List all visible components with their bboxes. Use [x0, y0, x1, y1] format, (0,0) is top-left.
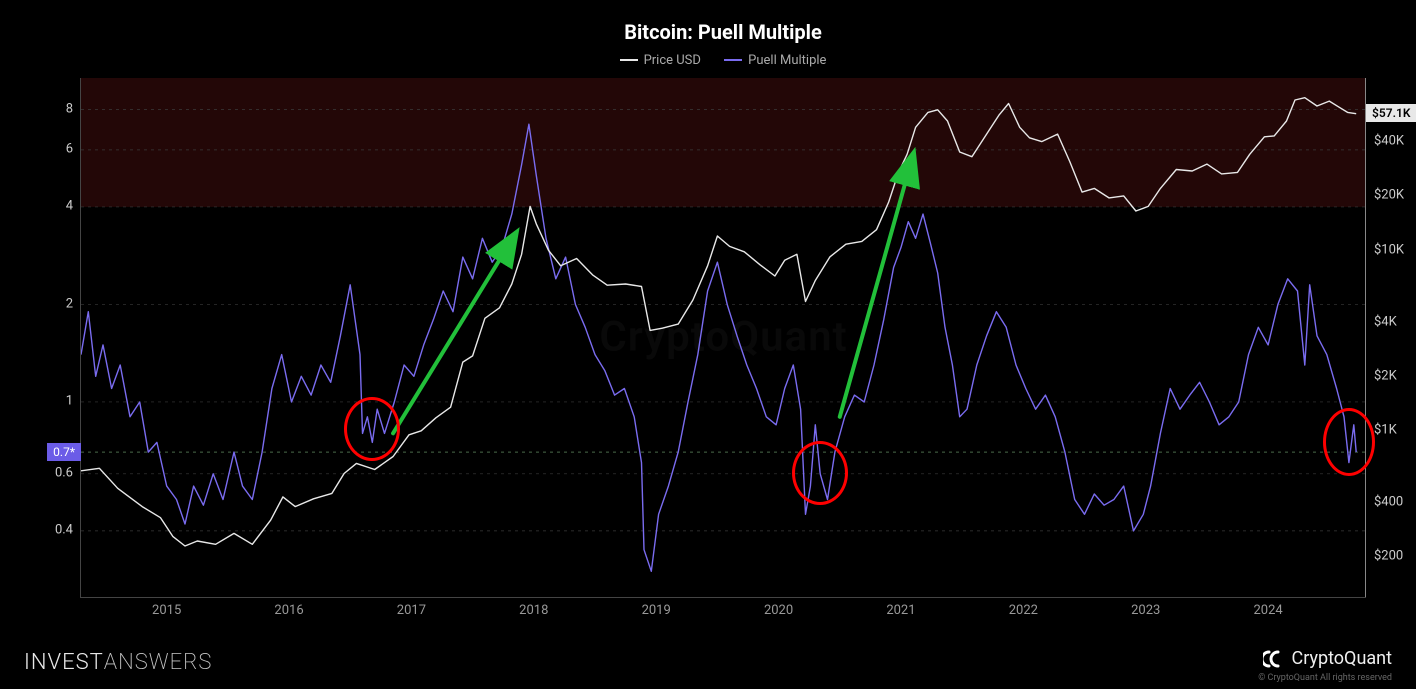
brand-left-bold: INVEST — [24, 650, 104, 675]
chart-legend: Price USD Puell Multiple — [80, 50, 1366, 68]
y-left-tick: 2 — [66, 296, 81, 311]
x-tick: 2024 — [1253, 597, 1282, 618]
brand-right-text: CryptoQuant — [1291, 648, 1392, 669]
x-tick: 2016 — [274, 597, 303, 618]
brand-investanswers: INVESTANSWERS — [24, 650, 212, 675]
plot-area: CryptoQuant 0.40.612468$200$400$1K$2K$4K… — [80, 78, 1366, 598]
y-right-tick: $4K — [1366, 314, 1397, 329]
legend-swatch-price — [620, 59, 638, 61]
x-tick: 2019 — [642, 597, 671, 618]
chart-title: Bitcoin: Puell Multiple — [80, 20, 1366, 44]
y-left-tick: 0.6 — [55, 466, 81, 481]
y-right-tick: $1K — [1366, 423, 1397, 438]
x-tick: 2022 — [1009, 597, 1038, 618]
chart-container: Bitcoin: Puell Multiple Price USD Puell … — [80, 20, 1366, 639]
y-right-tick: $200 — [1366, 549, 1403, 564]
cryptoquant-logo-icon — [1263, 650, 1285, 668]
x-tick: 2023 — [1131, 597, 1160, 618]
y-right-tick: $10K — [1366, 242, 1404, 257]
legend-label-puell: Puell Multiple — [748, 53, 826, 68]
y-left-tick: 0.4 — [55, 523, 81, 538]
y-right-tick: $40K — [1366, 134, 1404, 149]
current-puell-badge: 0.7* — [47, 443, 81, 461]
current-price-badge: $57.1K — [1366, 104, 1416, 122]
y-right-tick: $20K — [1366, 188, 1404, 203]
x-tick: 2018 — [519, 597, 548, 618]
legend-label-price: Price USD — [644, 53, 701, 68]
y-right-tick: $400 — [1366, 495, 1403, 510]
legend-puell: Puell Multiple — [724, 53, 826, 68]
x-tick: 2020 — [764, 597, 793, 618]
legend-swatch-puell — [724, 59, 742, 61]
plot-svg — [81, 78, 1366, 597]
legend-price: Price USD — [620, 53, 701, 68]
brand-cryptoquant: CryptoQuant — [1263, 648, 1392, 669]
brand-left-light: ANSWERS — [104, 650, 213, 675]
y-left-tick: 4 — [66, 199, 81, 214]
y-right-tick: $2K — [1366, 368, 1397, 383]
x-tick: 2021 — [886, 597, 915, 618]
copyright-text: © CryptoQuant All rights reserved — [1258, 673, 1392, 683]
y-left-tick: 6 — [66, 142, 81, 157]
x-tick: 2017 — [397, 597, 426, 618]
y-left-tick: 8 — [66, 101, 81, 116]
x-tick: 2015 — [152, 597, 181, 618]
y-left-tick: 1 — [66, 394, 81, 409]
